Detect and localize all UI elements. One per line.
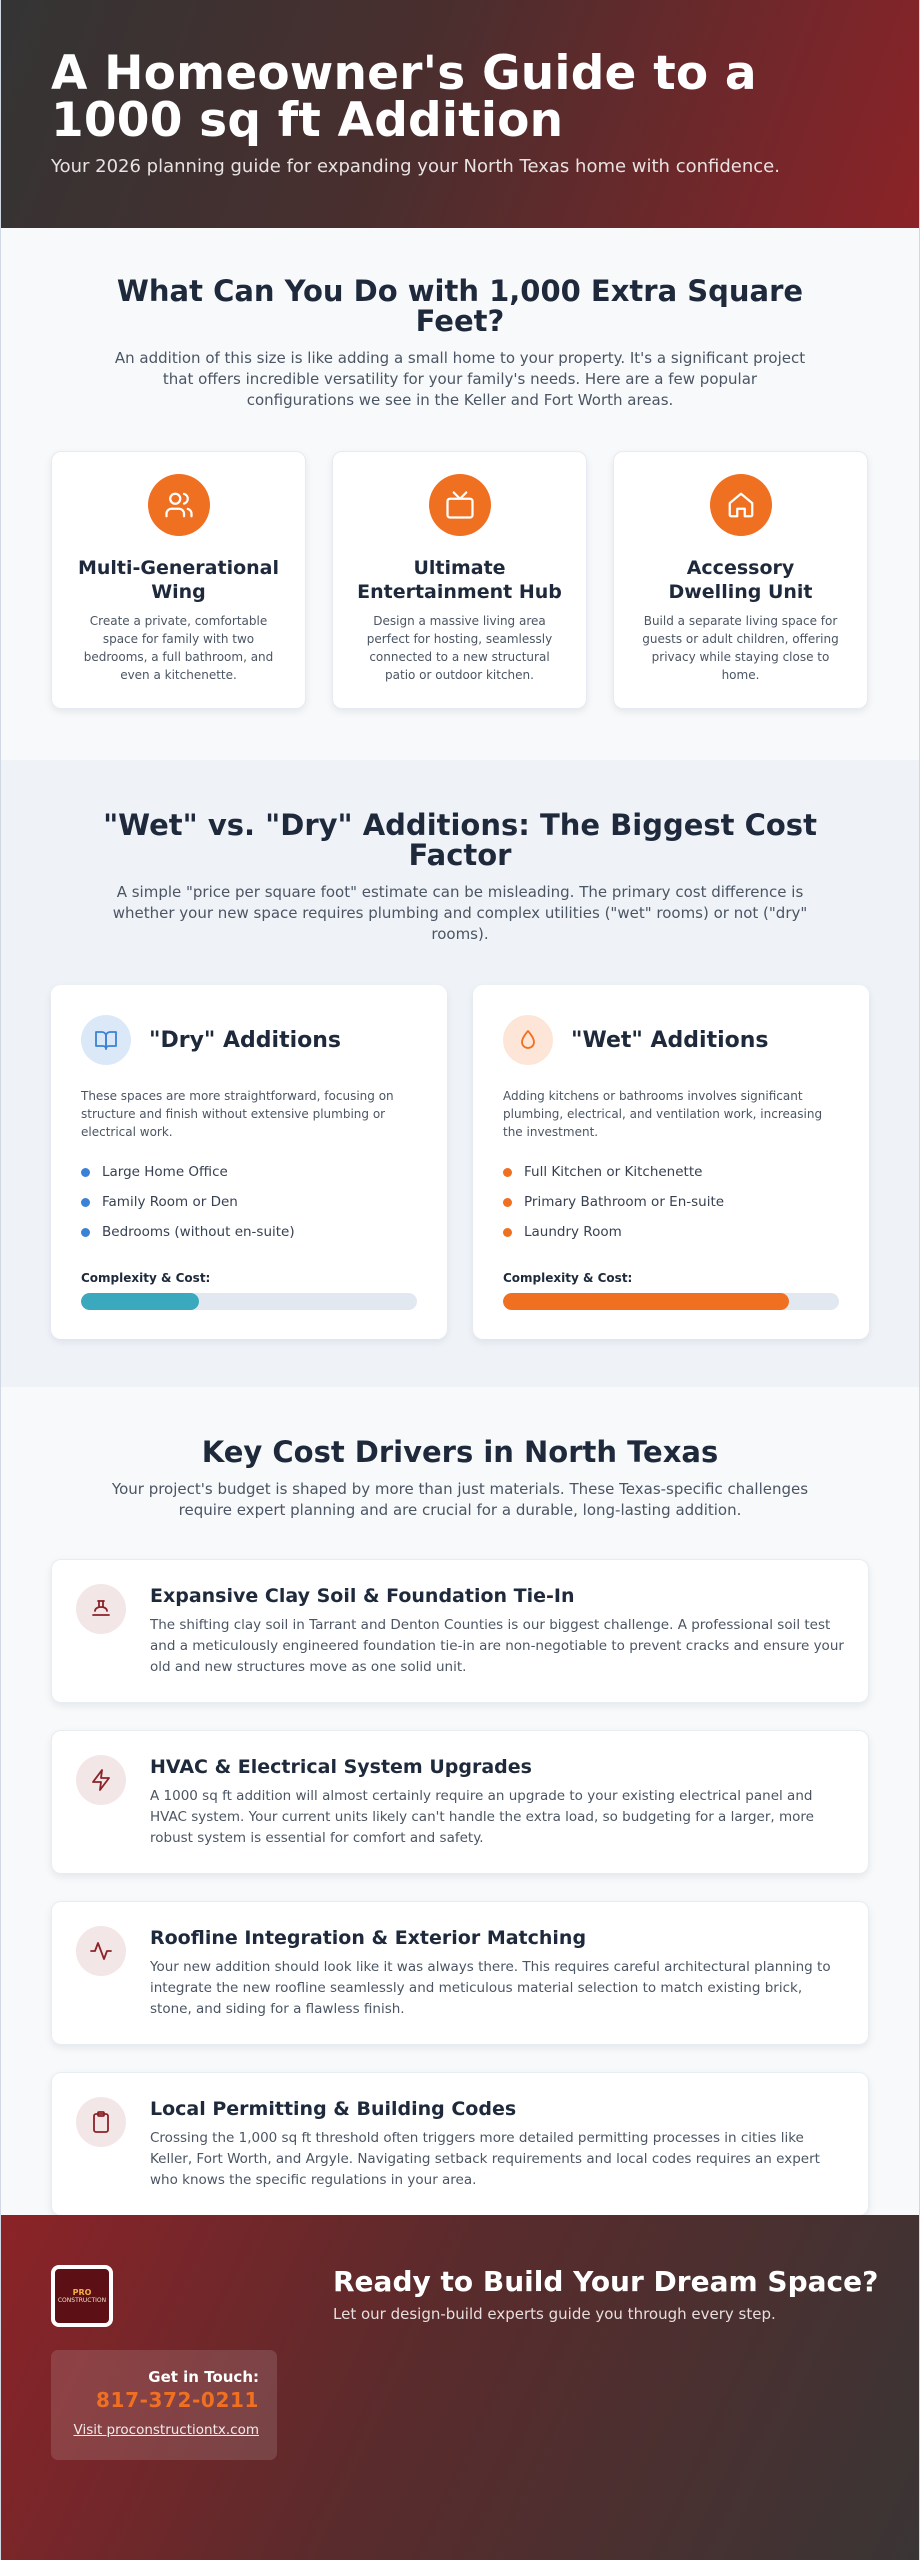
list-item-label: Full Kitchen or Kitchenette: [524, 1164, 703, 1180]
list-item-label: Primary Bathroom or En-suite: [524, 1194, 725, 1210]
bullet-dot-icon: [503, 1227, 512, 1237]
uses-section: What Can You Do with 1,000 Extra Square …: [1, 228, 919, 760]
wet-dry-intro: A simple "price per square foot" estimat…: [112, 883, 808, 943]
wet-complexity-fill: [503, 1293, 789, 1310]
cost-driver-title: Local Permitting & Building Codes: [150, 2098, 517, 2120]
dry-card-header: "Dry" Additions: [81, 1015, 417, 1065]
bullet-dot-icon: [81, 1167, 90, 1177]
cost-driver-body: Local Permitting & Building Codes Crossi…: [150, 2097, 844, 2215]
users-icon: [147, 474, 210, 536]
use-card-adu: Accessory Dwelling Unit Build a separate…: [613, 451, 868, 709]
wet-card-description: Adding kitchens or bathrooms involves si…: [503, 1089, 823, 1139]
wet-dry-grid: "Dry" Additions These spaces are more st…: [1, 985, 919, 1339]
activity-icon: [76, 1926, 126, 1976]
clipboard-icon: [76, 2097, 126, 2147]
list-item: Family Room or Den: [81, 1187, 417, 1217]
list-item: Primary Bathroom or En-suite: [503, 1187, 839, 1217]
wet-complexity-bar: [503, 1293, 839, 1310]
cost-drivers-list: Expansive Clay Soil & Foundation Tie-In …: [1, 1559, 919, 2216]
cost-driver-text: A 1000 sq ft addition will almost certai…: [150, 1788, 814, 1846]
cost-driver-roofline: Roofline Integration & Exterior Matching…: [51, 1901, 869, 2045]
bullet-dot-icon: [503, 1197, 512, 1207]
dry-complexity-label: Complexity & Cost:: [81, 1271, 211, 1285]
bullet-dot-icon: [81, 1197, 90, 1207]
list-item-label: Bedrooms (without en-suite): [102, 1224, 295, 1240]
home-icon: [709, 474, 772, 536]
logo-text-top: PRO: [72, 2287, 92, 2297]
phone-link[interactable]: 817-372-0211: [96, 2388, 259, 2412]
wet-card-header: "Wet" Additions: [503, 1015, 839, 1065]
logo-text-bottom: CONSTRUCTION: [57, 2296, 107, 2304]
cta-subtitle: Let our design-build experts guide you t…: [333, 2305, 776, 2323]
bullet-dot-icon: [81, 1227, 90, 1237]
foundation-icon: [76, 1584, 126, 1634]
tv-icon: [428, 474, 491, 536]
cost-driver-permitting: Local Permitting & Building Codes Crossi…: [51, 2072, 869, 2216]
page-title: A Homeowner's Guide to a 1000 sq ft Addi…: [51, 46, 757, 148]
use-card-title: Multi-Generational Wing: [77, 557, 280, 603]
cost-drivers-title: Key Cost Drivers in North Texas: [201, 1435, 719, 1469]
website-link[interactable]: Visit proconstructiontx.com: [73, 2422, 260, 2438]
cost-drivers-intro: Your project's budget is shaped by more …: [111, 1480, 809, 1519]
list-item: Large Home Office: [81, 1157, 417, 1187]
hero-subtitle: Your 2026 planning guide for expanding y…: [51, 156, 780, 177]
company-logo[interactable]: PRO CONSTRUCTION: [51, 2265, 113, 2327]
lightning-icon: [76, 1755, 126, 1805]
hero-banner: A Homeowner's Guide to a 1000 sq ft Addi…: [1, 0, 919, 228]
wet-dry-title: "Wet" vs. "Dry" Additions: The Biggest C…: [103, 808, 817, 872]
cost-driver-text: Crossing the 1,000 sq ft threshold often…: [150, 2130, 820, 2188]
cost-driver-title: HVAC & Electrical System Upgrades: [150, 1756, 532, 1778]
cost-driver-soil: Expansive Clay Soil & Foundation Tie-In …: [51, 1559, 869, 1703]
list-item-label: Laundry Room: [524, 1224, 622, 1240]
contact-box: Get in Touch: 817-372-0211 Visit procons…: [51, 2350, 277, 2460]
contact-label: Get in Touch:: [148, 2368, 259, 2386]
droplet-icon: [503, 1015, 553, 1065]
cta-footer: PRO CONSTRUCTION Ready to Build Your Dre…: [1, 2215, 919, 2560]
cost-driver-text: The shifting clay soil in Tarrant and De…: [150, 1617, 844, 1675]
use-card-text: Create a private, comfortable space for …: [83, 614, 274, 682]
cost-driver-title: Roofline Integration & Exterior Matching: [150, 1927, 587, 1949]
cost-driver-title: Expansive Clay Soil & Foundation Tie-In: [150, 1585, 575, 1607]
use-card-text: Build a separate living space for guests…: [642, 614, 839, 682]
dry-card-description: These spaces are more straightforward, f…: [81, 1089, 394, 1139]
cost-driver-body: Expansive Clay Soil & Foundation Tie-In …: [150, 1584, 844, 1702]
cost-drivers-section: Key Cost Drivers in North Texas Your pro…: [1, 1387, 919, 2216]
use-card-multigenerational: Multi-Generational Wing Create a private…: [51, 451, 306, 709]
use-card-entertainment: Ultimate Entertainment Hub Design a mass…: [332, 451, 587, 709]
uses-grid: Multi-Generational Wing Create a private…: [1, 451, 919, 709]
dry-complexity-fill: [81, 1293, 199, 1310]
cost-driver-hvac: HVAC & Electrical System Upgrades A 1000…: [51, 1730, 869, 1874]
uses-intro: An addition of this size is like adding …: [114, 349, 806, 409]
list-item-label: Family Room or Den: [102, 1194, 238, 1210]
cost-driver-body: Roofline Integration & Exterior Matching…: [150, 1926, 844, 2044]
wet-complexity-label: Complexity & Cost:: [503, 1271, 633, 1285]
dry-card-title: "Dry" Additions: [149, 1027, 342, 1053]
cta-title: Ready to Build Your Dream Space?: [333, 2265, 879, 2298]
book-open-icon: [81, 1015, 131, 1065]
bullet-dot-icon: [503, 1167, 512, 1177]
wet-dry-section: "Wet" vs. "Dry" Additions: The Biggest C…: [1, 760, 919, 1387]
use-card-text: Design a massive living area perfect for…: [366, 614, 553, 682]
dry-examples-list: Large Home Office Family Room or Den Bed…: [81, 1157, 417, 1247]
wet-card-title: "Wet" Additions: [571, 1027, 769, 1053]
dry-additions-card: "Dry" Additions These spaces are more st…: [51, 985, 447, 1339]
list-item: Laundry Room: [503, 1217, 839, 1247]
uses-title: What Can You Do with 1,000 Extra Square …: [116, 274, 804, 338]
list-item: Full Kitchen or Kitchenette: [503, 1157, 839, 1187]
list-item: Bedrooms (without en-suite): [81, 1217, 417, 1247]
wet-examples-list: Full Kitchen or Kitchenette Primary Bath…: [503, 1157, 839, 1247]
cost-driver-body: HVAC & Electrical System Upgrades A 1000…: [150, 1755, 844, 1873]
use-card-title: Accessory Dwelling Unit: [668, 557, 813, 603]
cost-driver-text: Your new addition should look like it wa…: [150, 1959, 831, 2017]
dry-complexity-bar: [81, 1293, 417, 1310]
use-card-title: Ultimate Entertainment Hub: [357, 557, 562, 603]
list-item-label: Large Home Office: [102, 1164, 228, 1180]
wet-additions-card: "Wet" Additions Adding kitchens or bathr…: [473, 985, 869, 1339]
